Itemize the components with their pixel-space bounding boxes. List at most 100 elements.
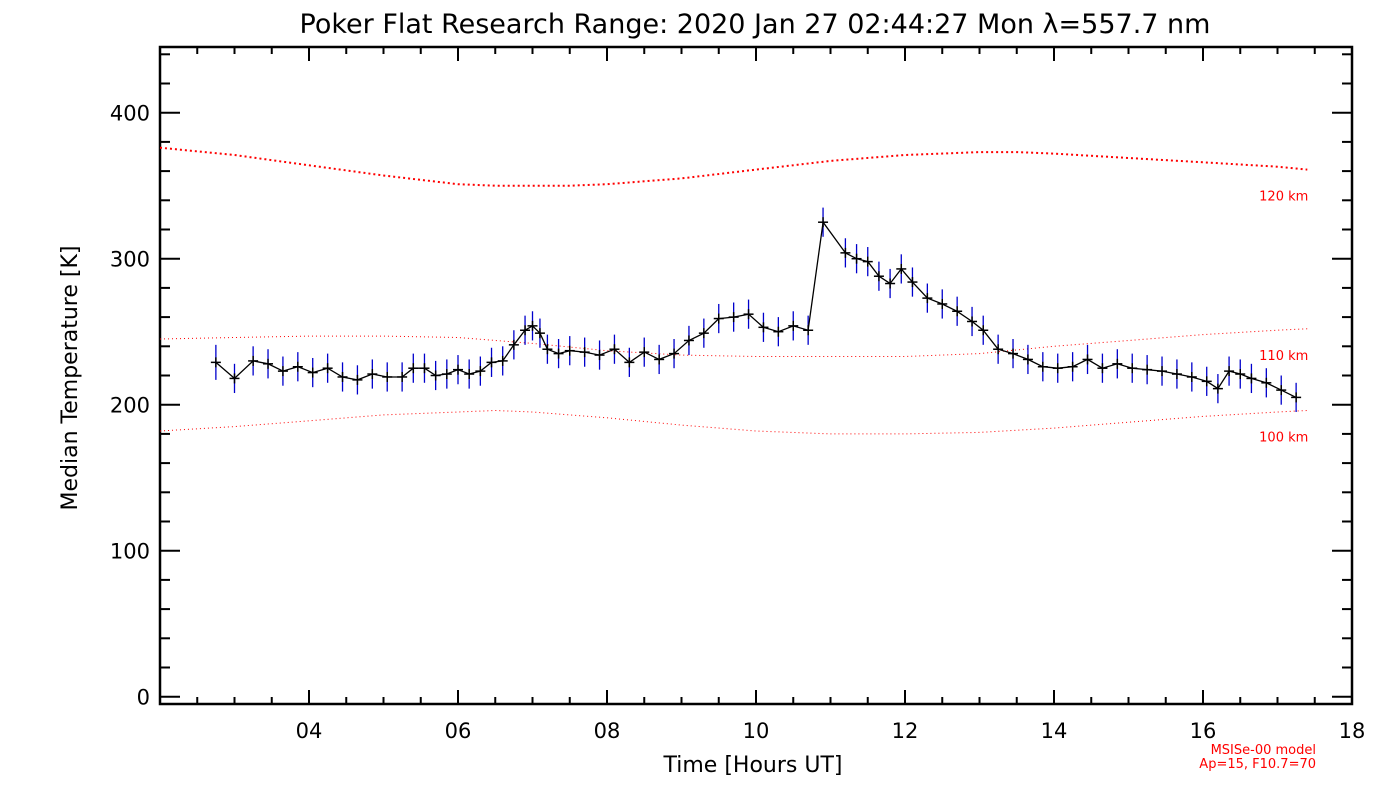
series-label: 110 km [1259, 349, 1308, 364]
data-point [475, 366, 486, 377]
data-point [397, 371, 408, 382]
data-point [1008, 348, 1019, 359]
x-tick-label: 12 [892, 719, 919, 743]
x-axis: 04 06 08 10 12 14 16 18 [196, 47, 1366, 743]
x-tick-label: 16 [1190, 719, 1217, 743]
data-point [497, 355, 508, 366]
data-point [624, 357, 635, 368]
data-point [1212, 383, 1223, 394]
y-tick-label: 100 [110, 540, 150, 564]
data-point [520, 325, 531, 336]
data-point [773, 326, 784, 337]
data-point [277, 366, 288, 377]
data-point [1246, 373, 1257, 384]
data-point [1224, 366, 1235, 377]
series-label: 120 km [1259, 190, 1308, 205]
y-tick-label: 400 [110, 102, 150, 126]
data-point [210, 357, 221, 368]
data-point [669, 348, 680, 359]
data-point [743, 309, 754, 320]
data-point [803, 325, 814, 336]
data-point [1291, 392, 1302, 403]
data-point [728, 312, 739, 323]
data-point [322, 363, 333, 374]
data-point [527, 320, 538, 331]
series-labels: 120 km 110 km 100 km [1259, 190, 1308, 446]
data-point [896, 263, 907, 274]
y-tick-label: 200 [110, 394, 150, 418]
y-axis-label: Median Temperature [K] [58, 246, 83, 511]
data-point [292, 361, 303, 372]
model-curve-110-km [159, 328, 1308, 357]
data-point [1171, 369, 1182, 380]
x-tick-label: 08 [594, 719, 621, 743]
x-tick-label: 18 [1339, 719, 1366, 743]
data-point [1037, 361, 1048, 372]
y-axis: 0 100 200 300 400 [110, 53, 1352, 710]
data-point [639, 347, 650, 358]
data-point [1097, 363, 1108, 374]
data-point [818, 217, 829, 228]
data-point [978, 325, 989, 336]
chart-title: Poker Flat Research Range: 2020 Jan 27 0… [300, 9, 1211, 40]
data-point [1127, 363, 1138, 374]
data-point [683, 335, 694, 346]
error-bars [215, 207, 1297, 412]
x-tick-label: 04 [296, 719, 323, 743]
data-point [1112, 358, 1123, 369]
data-point [508, 339, 519, 350]
measurement-line [215, 220, 1297, 398]
data-point [564, 345, 575, 356]
data-point [453, 364, 463, 375]
data-point [952, 306, 963, 317]
data-point [885, 278, 896, 289]
data-point [352, 374, 363, 385]
data-point [229, 373, 240, 384]
model-curves [159, 146, 1308, 435]
data-point [248, 355, 259, 366]
data-point [1186, 371, 1197, 382]
data-point [788, 320, 799, 331]
x-tick-label: 10 [743, 719, 770, 743]
data-point [1261, 377, 1272, 388]
data-point [367, 369, 378, 380]
data-point [993, 344, 1004, 355]
data-point [382, 371, 393, 382]
data-point [1022, 354, 1033, 365]
data-point [967, 316, 978, 327]
data-point [1082, 354, 1093, 365]
data-point [1276, 385, 1287, 396]
data-point [579, 347, 590, 358]
data-point [534, 328, 545, 339]
data-point [1052, 363, 1063, 374]
data-point [1235, 369, 1246, 380]
data-point [758, 322, 769, 333]
data-point [441, 369, 452, 380]
data-point [263, 358, 274, 369]
data-point [609, 344, 620, 355]
data-point [430, 370, 441, 381]
data-point [862, 256, 873, 267]
data-point [337, 371, 348, 382]
data-point [594, 350, 605, 361]
data-point [1201, 376, 1212, 387]
data-point [907, 277, 918, 288]
data-point [1067, 361, 1078, 372]
data-point [698, 328, 709, 339]
data-point [873, 271, 884, 282]
y-tick-label: 0 [137, 686, 150, 710]
data-point [307, 367, 318, 378]
model-curve-120-km [159, 146, 1308, 187]
series-label: 100 km [1259, 431, 1308, 446]
data-point [922, 293, 933, 304]
data-point [840, 247, 851, 258]
data-point [553, 348, 564, 359]
data-point [1157, 366, 1168, 377]
data-point [713, 313, 724, 324]
model-curve-100-km [159, 409, 1308, 435]
data-point [419, 363, 430, 374]
data-point [851, 253, 862, 264]
model-params-annotation: Ap=15, F10.7=70 [1199, 757, 1316, 772]
data-point [464, 369, 475, 380]
